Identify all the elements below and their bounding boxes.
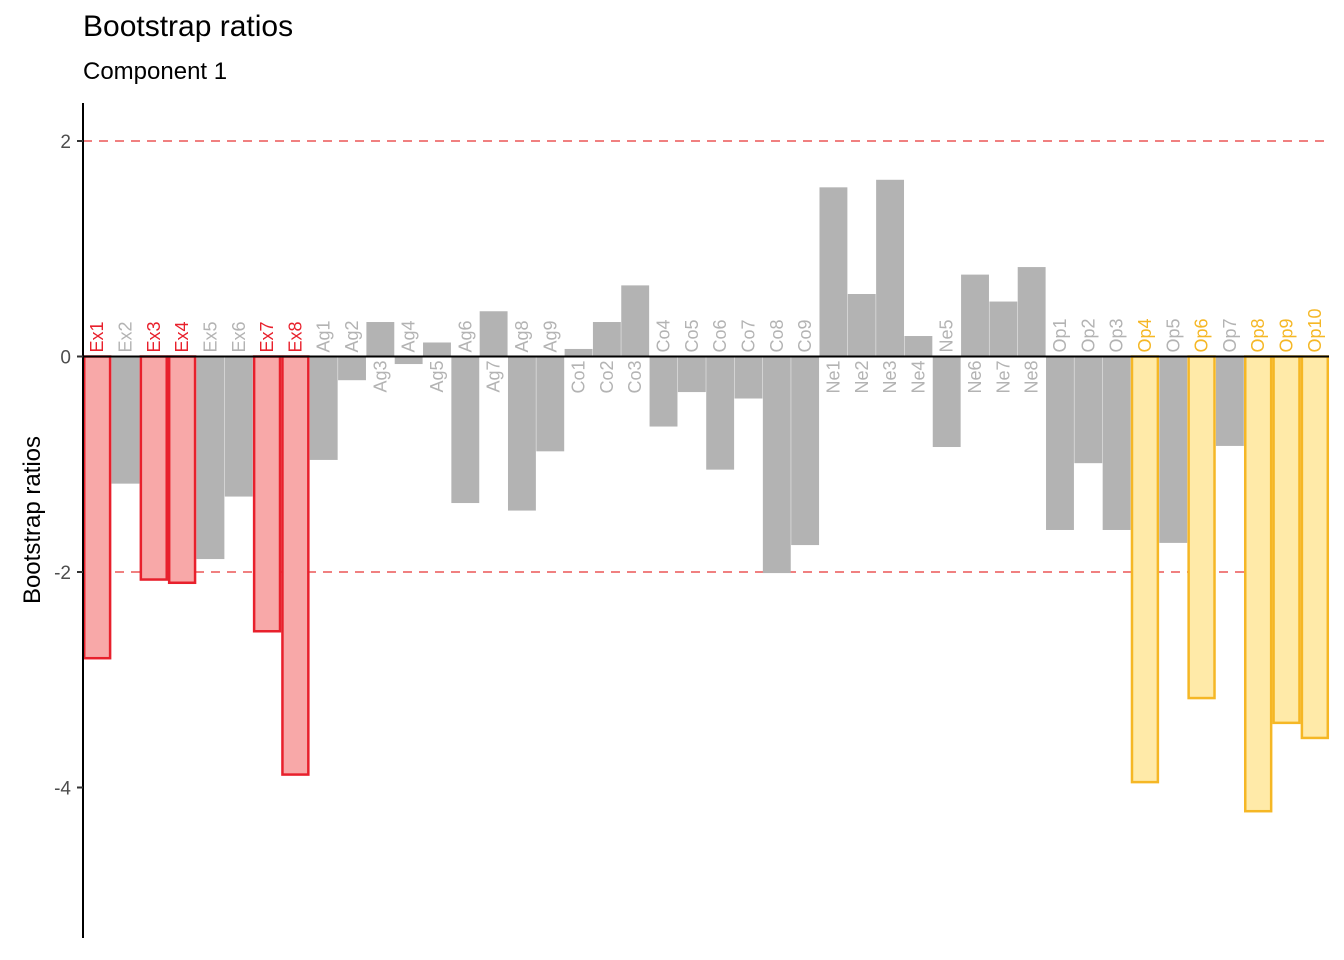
bar-label-co6: Co6 (710, 319, 730, 352)
bar-label-op7: Op7 (1220, 318, 1240, 352)
bar-label-op5: Op5 (1163, 318, 1183, 352)
bar-label-ag6: Ag6 (455, 320, 475, 352)
y-axis: 2 0 -2 -4 (54, 103, 84, 938)
bar-co3 (621, 285, 650, 357)
bar-op6 (1187, 355, 1216, 700)
bar-co9 (791, 356, 820, 546)
bar-co6 (706, 356, 735, 470)
bar-label-ex6: Ex6 (229, 321, 249, 352)
bar-ne6 (961, 274, 989, 357)
y-tick-label: -4 (54, 779, 71, 800)
bar-label-op8: Op8 (1248, 318, 1268, 352)
bar-label-ne3: Ne3 (880, 361, 900, 394)
bar-op3 (1102, 356, 1131, 530)
bar-ne1 (819, 187, 848, 357)
bar-ag5 (423, 342, 451, 357)
bar-op1 (1046, 356, 1074, 530)
bar-ne7 (989, 301, 1018, 357)
bar-ex7 (252, 355, 282, 633)
bar-label-ex5: Ex5 (200, 321, 220, 352)
bar-ag3 (366, 322, 395, 357)
bar-label-ex1: Ex1 (87, 321, 107, 352)
bar-label-ne6: Ne6 (965, 361, 985, 394)
bar-ne8 (1017, 267, 1046, 357)
bar-label-op3: Op3 (1107, 318, 1127, 352)
bar-label-co2: Co2 (597, 361, 617, 394)
bar-ne2 (847, 294, 876, 357)
bar-ag9 (536, 356, 565, 452)
bar-label-op9: Op9 (1277, 318, 1297, 352)
bar-label-ne4: Ne4 (908, 361, 928, 394)
bar-label-ne8: Ne8 (1022, 361, 1042, 394)
bar-label-ag2: Ag2 (342, 320, 362, 352)
bar-label-co3: Co3 (625, 361, 645, 394)
bar-ne4 (904, 336, 933, 357)
bar-ag1 (309, 356, 338, 460)
bar-co4 (649, 356, 678, 427)
bar-ex4 (167, 355, 197, 585)
bar-label-ex4: Ex4 (172, 321, 192, 352)
bar-co2 (592, 322, 621, 357)
bar-labels: Ex1 Ex2 Ex3 Ex4 Ex5 Ex6 Ex7 Ex8 Ag1 Ag2 Ag3 Ag4 Ag5 A… (87, 308, 1325, 393)
bar-label-co1: Co1 (569, 361, 589, 394)
chart-subtitle: Component 1 (83, 58, 228, 85)
bars (82, 179, 1330, 813)
bar-label-ag1: Ag1 (314, 320, 334, 352)
bar-label-co7: Co7 (738, 319, 758, 352)
y-tick-label: 0 (60, 348, 71, 369)
bar-label-ex8: Ex8 (285, 321, 305, 352)
bar-label-op4: Op4 (1135, 318, 1155, 352)
bar-label-ex3: Ex3 (144, 321, 164, 352)
bar-label-co9: Co9 (795, 319, 815, 352)
bar-label-ne5: Ne5 (937, 319, 957, 352)
y-axis-title: Bootstrap ratios (19, 436, 46, 604)
bar-op10 (1300, 355, 1330, 740)
bar-ex3 (139, 355, 168, 581)
bar-label-ex2: Ex2 (115, 321, 135, 352)
bar-op9 (1272, 355, 1301, 725)
bar-ag7 (479, 311, 508, 357)
bar-co5 (677, 356, 706, 393)
bar-label-co8: Co8 (767, 319, 787, 352)
bar-ex8 (281, 355, 310, 776)
bar-label-op6: Op6 (1192, 318, 1212, 352)
bar-ag8 (507, 356, 536, 511)
bar-op4 (1130, 355, 1160, 784)
bar-label-ag5: Ag5 (427, 361, 447, 393)
bar-op2 (1074, 356, 1103, 464)
y-tick-label: 2 (60, 132, 71, 153)
bar-label-ne7: Ne7 (993, 361, 1013, 394)
bar-ag2 (338, 356, 366, 381)
bar-label-ne2: Ne2 (852, 361, 872, 394)
bar-co8 (762, 356, 791, 574)
bar-op7 (1215, 356, 1244, 446)
bar-ag4 (394, 356, 423, 365)
bar-label-ag4: Ag4 (399, 320, 419, 352)
bar-co7 (734, 356, 763, 399)
y-tick-label: -2 (54, 563, 71, 584)
bar-label-ag9: Ag9 (540, 320, 560, 352)
bar-label-ex7: Ex7 (257, 321, 277, 352)
bar-label-ag8: Ag8 (512, 320, 532, 352)
bar-label-ag7: Ag7 (484, 361, 504, 393)
bar-ne3 (876, 179, 905, 357)
bar-op8 (1244, 355, 1273, 813)
bar-label-ne1: Ne1 (823, 361, 843, 394)
bar-op5 (1159, 356, 1188, 543)
chart-title: Bootstrap ratios (83, 10, 294, 43)
bar-label-co5: Co5 (682, 319, 702, 352)
bar-ne5 (932, 356, 961, 448)
bar-ag6 (451, 356, 480, 504)
bar-label-ag3: Ag3 (370, 361, 390, 393)
bar-ex5 (196, 356, 225, 560)
bar-label-op10: Op10 (1305, 308, 1325, 352)
bar-ex1 (82, 355, 112, 660)
bar-label-op1: Op1 (1050, 318, 1070, 352)
bar-co1 (564, 348, 593, 357)
bar-ex6 (224, 356, 253, 497)
bar-label-op2: Op2 (1078, 318, 1098, 352)
bar-label-co4: Co4 (654, 319, 674, 352)
bar-ex2 (111, 356, 140, 484)
